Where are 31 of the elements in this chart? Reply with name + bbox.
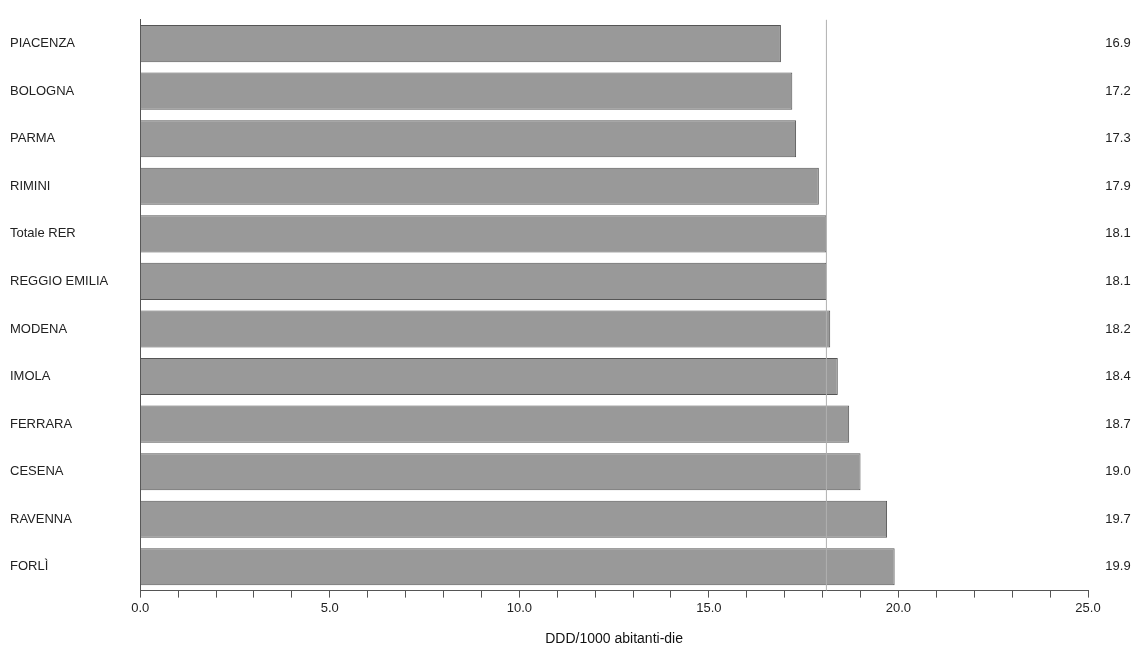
- y-tick-label: REGGIO EMILIA: [10, 272, 109, 288]
- y-tick-label: RAVENNA: [10, 510, 73, 526]
- data-label: 17.9: [1105, 177, 1131, 193]
- x-tick-label: 25.0: [1075, 599, 1101, 615]
- y-tick-label: IMOLA: [10, 368, 51, 384]
- y-tick-label: BOLOGNA: [10, 82, 75, 98]
- x-tick-label: 15.0: [696, 599, 722, 615]
- x-tick-label: 20.0: [885, 599, 912, 615]
- y-tick-label: Totale RER: [10, 225, 76, 241]
- x-tick-label: 0.0: [131, 599, 150, 615]
- data-label: 19.7: [1105, 510, 1131, 526]
- x-axis-title: DDD/1000 abitanti-die: [545, 630, 684, 647]
- data-label: 16.9: [1105, 35, 1131, 51]
- data-label: 19.0: [1105, 463, 1131, 479]
- data-label: 17.2: [1105, 82, 1131, 98]
- y-tick-label: CESENA: [10, 463, 64, 479]
- y-tick-label: FORLÌ: [10, 558, 49, 574]
- y-tick-label: MODENA: [10, 320, 68, 336]
- data-label: 18.4: [1105, 368, 1131, 384]
- y-tick-label: RIMINI: [10, 177, 51, 193]
- y-tick-label: PIACENZA: [10, 35, 76, 51]
- data-label: 17.3: [1105, 130, 1131, 146]
- data-label: 18.1: [1105, 225, 1131, 241]
- y-tick-label: PARMA: [10, 130, 56, 146]
- data-label: 18.2: [1105, 320, 1131, 336]
- data-label: 19.9: [1105, 558, 1131, 574]
- y-tick-label: FERRARA: [10, 415, 73, 431]
- x-tick-label: 10.0: [506, 599, 532, 615]
- data-label: 18.1: [1105, 272, 1131, 288]
- data-label: 18.7: [1105, 415, 1131, 431]
- x-tick-label: 5.0: [320, 599, 339, 615]
